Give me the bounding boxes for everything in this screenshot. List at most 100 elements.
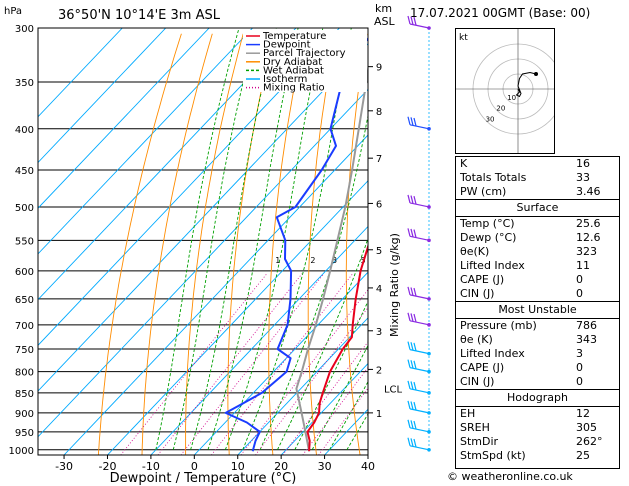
isotherm-line [193, 271, 368, 455]
hodograph-trace [515, 71, 537, 98]
pressure-tick-950: 950 [15, 428, 34, 439]
index-label: Dewp (°C) [460, 231, 517, 244]
wind-barb-staff [409, 23, 430, 29]
dry-adiabat-line [227, 33, 275, 455]
index-row: Temp (°C) 25.6 [456, 217, 619, 232]
wind-barb-feather [407, 286, 411, 296]
index-value: 11 [576, 259, 590, 272]
index-row: StmSpd (kt) 25 [456, 449, 619, 463]
pressure-tick-900: 900 [15, 409, 34, 420]
section-title: Surface [456, 199, 619, 217]
wind-barb-feather [407, 341, 411, 350]
wind-barb-staff [409, 388, 430, 394]
km-tick-label-6: 6 [376, 199, 382, 210]
hpa-label: hPa [4, 6, 22, 17]
index-label: θe (K) [460, 333, 493, 346]
pressure-tick-750: 750 [15, 345, 34, 356]
index-label: Pressure (mb) [460, 319, 537, 332]
wind-barb-feather [407, 15, 411, 25]
pressure-tick-800: 800 [15, 368, 34, 379]
wet-adiabat-line [259, 113, 368, 450]
legend-label: Dry Adiabat [263, 57, 322, 68]
wet-adiabat-line [207, 28, 299, 450]
mixing-ratio-axis-label: Mixing Ratio (g/kg) [388, 233, 401, 337]
wet-adiabat-line [242, 28, 352, 450]
mixing-ratio-label-2: 2 [310, 256, 315, 265]
index-row: CIN (J) 0 [456, 375, 619, 390]
index-label: SREH [460, 421, 490, 434]
index-value: 25.6 [576, 217, 601, 230]
km-tick-label-8: 8 [376, 107, 382, 118]
x-axis-label: Dewpoint / Temperature (°C) [110, 471, 297, 486]
wind-barb-feather [413, 313, 417, 323]
dry-adiabat-line [185, 33, 244, 455]
hodograph-end-dot [534, 72, 538, 76]
dry-adiabat-line [97, 33, 182, 455]
wind-barb-base [427, 351, 431, 356]
isotherm-line [38, 88, 368, 438]
km-tick-label-9: 9 [376, 63, 382, 74]
isotherm-line [150, 225, 368, 455]
wind-barb-staff [409, 445, 430, 451]
x-tick-label--30: -30 [55, 460, 73, 473]
mixing-ratio-label-15: 15 [425, 256, 435, 265]
index-row: K 16 [456, 157, 619, 171]
credit-footer: © weatheronline.co.uk [447, 470, 573, 483]
km-tick-label-7: 7 [376, 154, 382, 165]
index-value: 3 [576, 347, 583, 360]
x-tick-label--20: -20 [98, 460, 116, 473]
hodograph-panel: kt 10 20 30 [455, 28, 564, 154]
wind-barb-feather [413, 117, 417, 127]
hodograph-ring-label: 20 [496, 105, 505, 113]
wet-adiabat-line [155, 28, 240, 450]
pressure-tick-500: 500 [15, 203, 34, 214]
wet-adiabat-line [224, 28, 324, 450]
index-value: 25 [576, 449, 590, 462]
index-label: CAPE (J) [460, 361, 505, 374]
wet-adiabat-line [190, 28, 277, 450]
location-title: 36°50'N 10°14'E 3m ASL [58, 8, 221, 23]
dry-adiabat-line [307, 33, 337, 455]
pressure-tick-300: 300 [15, 24, 34, 35]
index-value: 262° [576, 435, 603, 448]
legend-label: Parcel Trajectory [263, 48, 346, 59]
wind-barb-feather [413, 287, 417, 297]
index-row: CAPE (J) 0 [456, 273, 619, 287]
wind-barb-feather [413, 381, 417, 391]
index-value: 0 [576, 361, 583, 374]
x-tick-label-10: 10 [231, 460, 245, 473]
index-label: CAPE (J) [460, 273, 505, 286]
wind-barb-feather [407, 437, 411, 446]
section-title: Most Unstable [456, 301, 619, 319]
index-row: Dewp (°C) 12.6 [456, 231, 619, 245]
pressure-tick-700: 700 [15, 321, 34, 332]
wind-barb-staff [409, 367, 430, 373]
wind-barb-feather [413, 229, 417, 238]
indices-panel: K 16 Totals Totals 33 PW (cm) 3.46 Surface Tem… [455, 156, 620, 469]
index-value: 12.6 [576, 231, 601, 244]
index-row: StmDir 262° [456, 435, 619, 449]
index-row: CIN (J) 0 [456, 287, 619, 302]
x-tick-label--10: -10 [142, 460, 160, 473]
index-row: Lifted Index 11 [456, 259, 619, 273]
index-row: SREH 305 [456, 421, 619, 435]
km-tick-label-4: 4 [376, 284, 382, 295]
isotherm-line [38, 42, 368, 392]
index-row: Totals Totals 33 [456, 171, 619, 185]
wind-barb-feather [410, 360, 414, 369]
mixing-ratio-line [282, 341, 368, 455]
dewpoint-line [224, 36, 368, 452]
profiles: 1235810152025 [224, 36, 435, 452]
mixing-ratio-label-3: 3 [332, 256, 337, 265]
pressure-tick-650: 650 [15, 295, 34, 306]
index-label: PW (cm) [460, 185, 507, 198]
index-row: Pressure (mb) 786 [456, 319, 619, 334]
pressure-tick-350: 350 [15, 78, 34, 89]
wind-barbs [407, 15, 431, 452]
wind-barb-feather [407, 380, 411, 389]
axes: 3003504004505005506006507007508008509009… [9, 24, 403, 473]
wind-barb-staff [409, 124, 430, 130]
index-label: EH [460, 407, 476, 420]
x-tick-label-0: 0 [191, 460, 198, 473]
